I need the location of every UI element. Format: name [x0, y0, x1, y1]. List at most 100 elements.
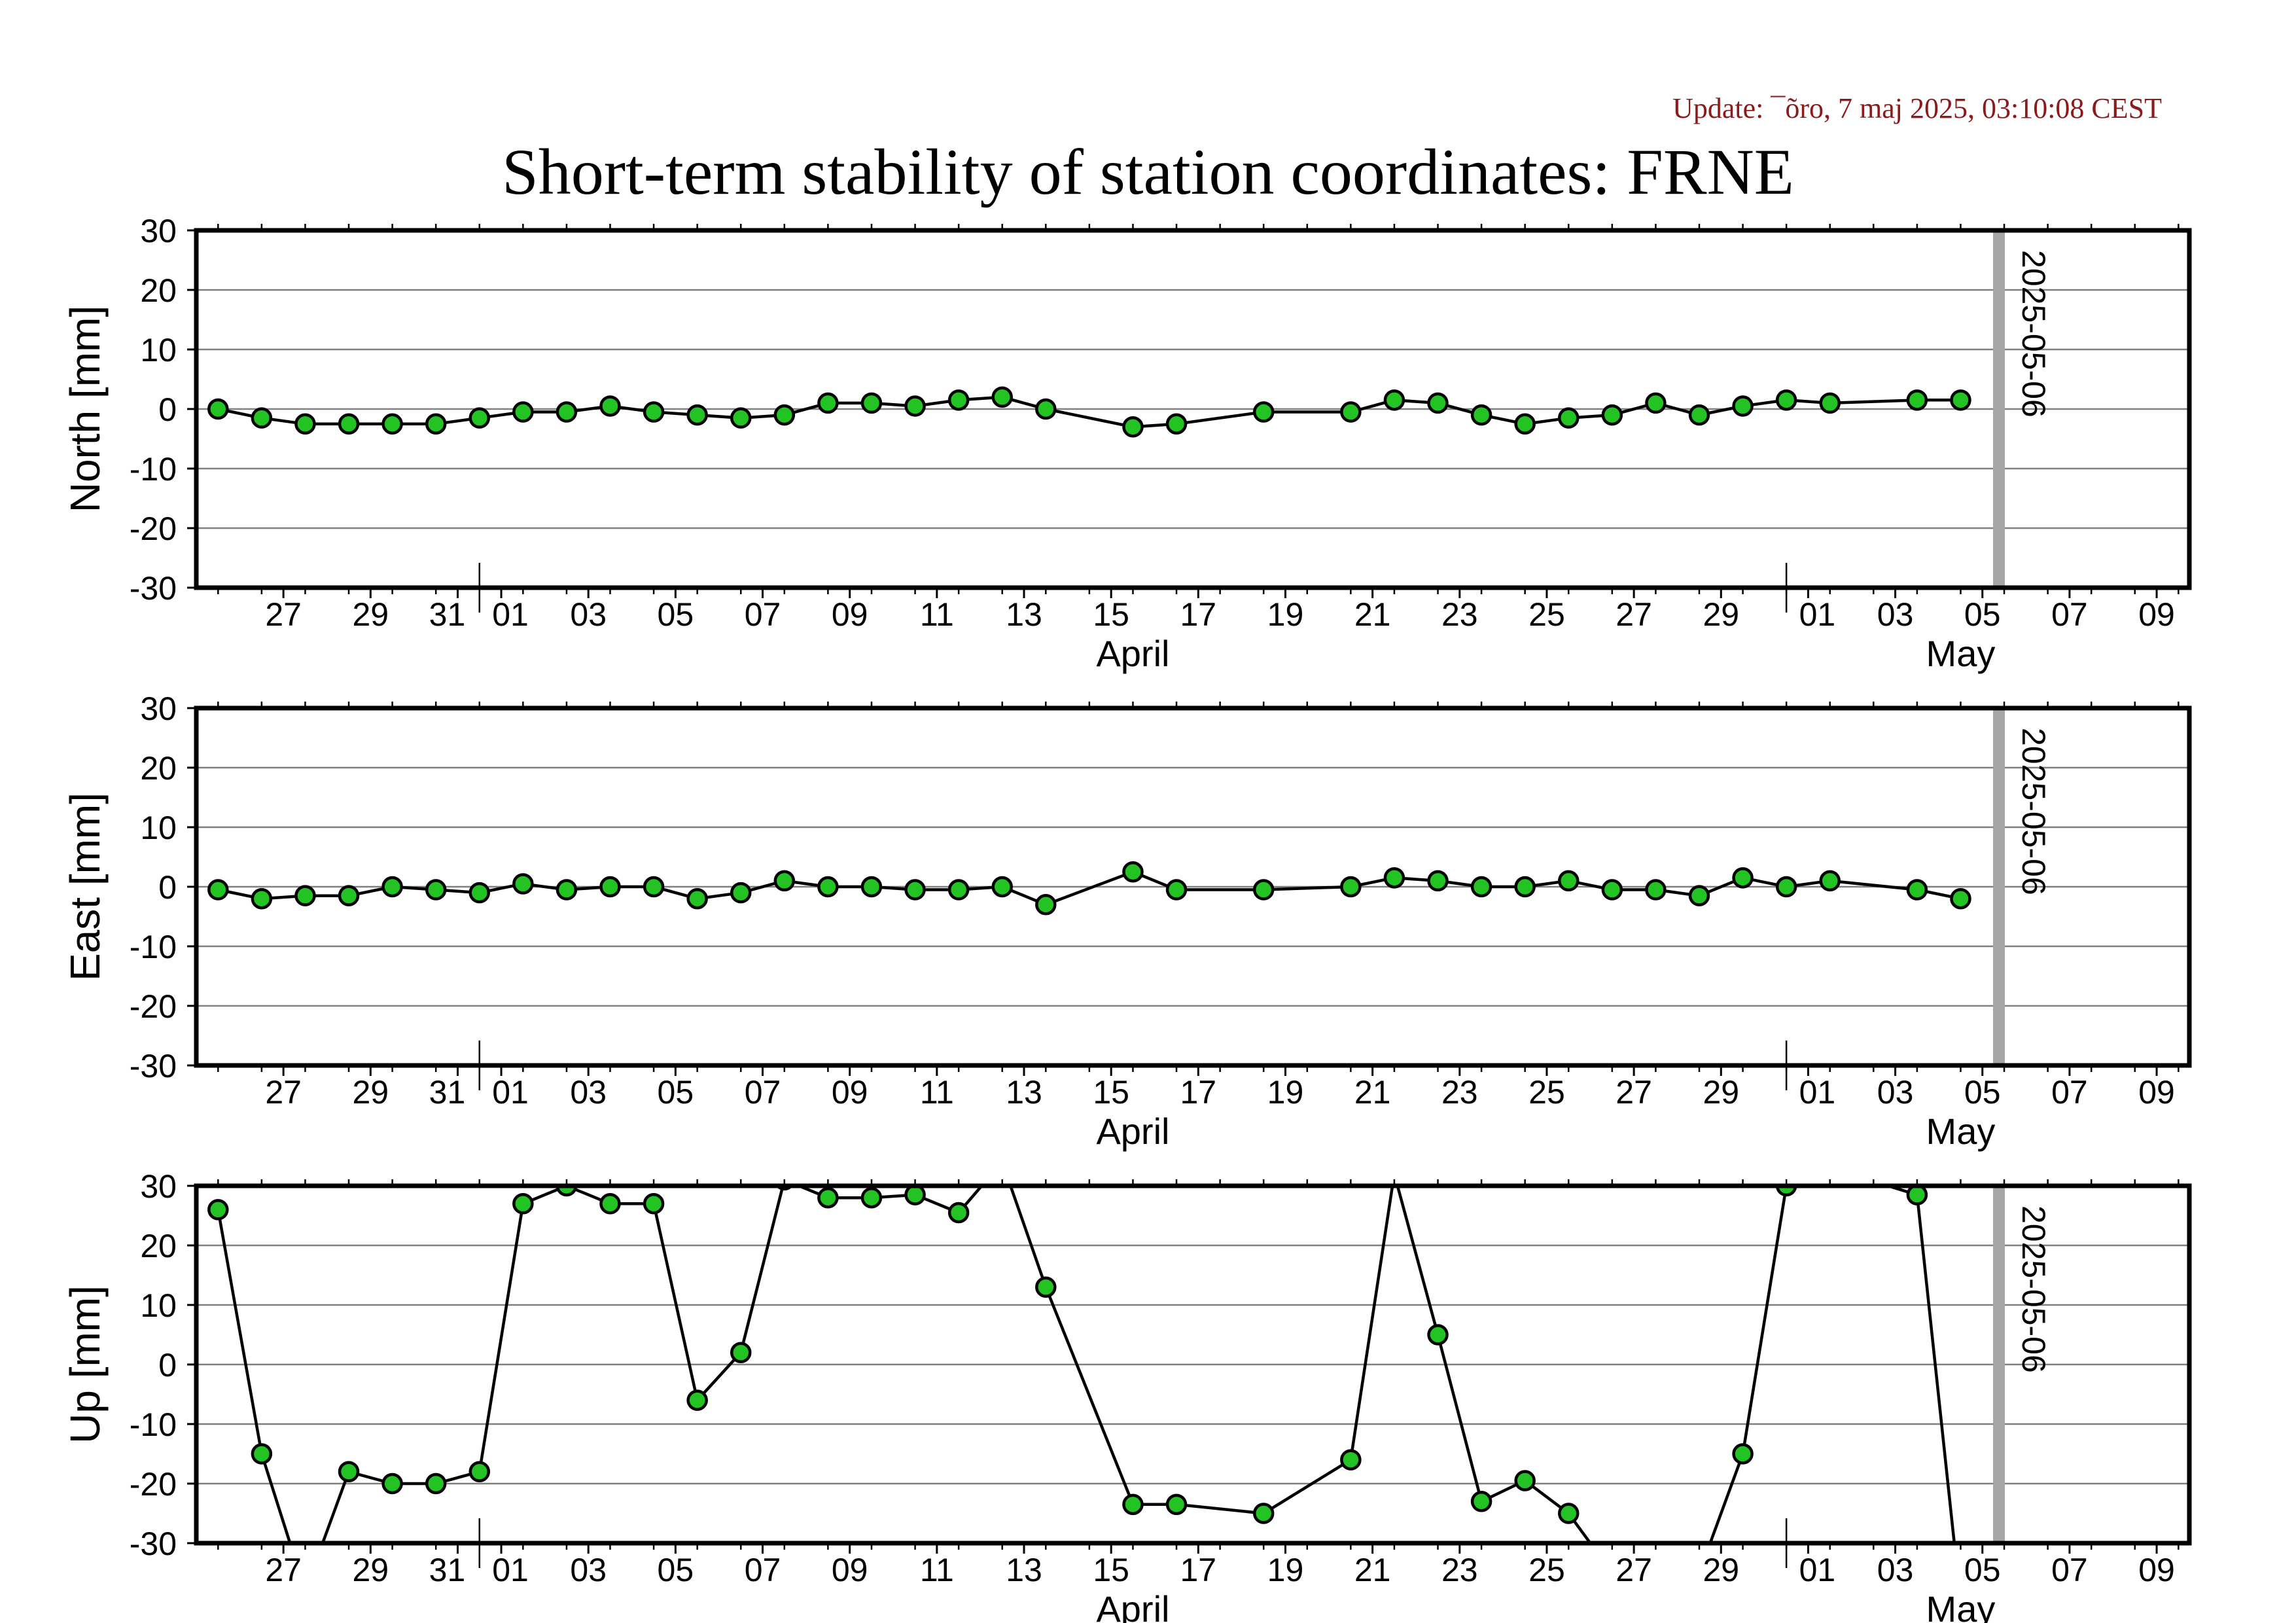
data-point: [817, 1186, 839, 1209]
y-tick-label: 0: [158, 391, 177, 428]
x-tick-label: 01: [1799, 1552, 1836, 1588]
data-point: [251, 887, 273, 910]
series-group: [207, 386, 1971, 438]
panel-frame: [194, 1183, 2192, 1546]
panel-frame: [194, 228, 2192, 590]
data-point: [1252, 879, 1275, 901]
panel-1: 30 20 10 0 -10 -20 -30 North [mm] 27 29 31 01 03 05 07…: [62, 213, 2192, 674]
data-point: [1383, 867, 1405, 889]
x-tick-label: 09: [832, 1552, 868, 1588]
epoch-label: 2025-05-06: [2015, 250, 2052, 418]
data-point: [599, 1193, 621, 1215]
data-point: [860, 876, 883, 898]
series-group: [207, 861, 1971, 916]
y-axis-label: East [mm]: [62, 793, 109, 981]
x-tick-label: 03: [570, 1552, 607, 1588]
x-tick-label: 29: [1703, 1552, 1739, 1588]
x-tick-label: 29: [1703, 1074, 1739, 1111]
x-tick-label: 11: [920, 1074, 954, 1111]
data-point: [1514, 413, 1536, 435]
x-tick-label: 03: [1877, 1074, 1914, 1111]
x-tick-label: 07: [2051, 596, 2088, 633]
data-point: [207, 1199, 229, 1221]
data-point: [1732, 395, 1754, 417]
data-point: [338, 413, 360, 435]
month-label: May: [1926, 1588, 1996, 1623]
x-tick-label: 25: [1528, 596, 1565, 633]
x-tick-label: 11: [920, 596, 954, 633]
data-point: [1122, 416, 1144, 438]
x-tick-label: 21: [1354, 596, 1391, 633]
data-point: [512, 873, 534, 895]
data-point: [817, 876, 839, 898]
data-point: [1340, 1449, 1362, 1471]
data-point: [381, 1472, 403, 1495]
data-point: [381, 413, 403, 435]
epoch-label: 2025-05-06: [2015, 728, 2052, 895]
x-tick-label: 31: [429, 1552, 466, 1588]
x-tick-label: 03: [570, 596, 607, 633]
x-tick-label: 15: [1093, 596, 1129, 633]
x-tick-label: 05: [1964, 1074, 2001, 1111]
data-point: [904, 879, 926, 901]
y-tick-label: 30: [140, 690, 177, 727]
data-point: [860, 392, 883, 414]
data-point: [1950, 389, 1971, 411]
data-point: [686, 404, 708, 426]
data-point: [556, 401, 578, 423]
data-point: [1470, 1491, 1492, 1512]
x-tick-label: 05: [658, 596, 694, 633]
data-point: [294, 885, 316, 906]
x-tick-label: 07: [745, 596, 781, 633]
x-tick-label: 27: [1616, 596, 1652, 633]
data-point: [1732, 867, 1754, 889]
data-point: [1165, 879, 1188, 901]
y-tick-label: 10: [140, 1287, 177, 1324]
y-tick-label: 30: [140, 1168, 177, 1205]
y-tick-label: -30: [130, 570, 177, 607]
x-tick-label: 09: [832, 1074, 868, 1111]
x-tick-label: 01: [492, 596, 529, 633]
month-label: April: [1096, 1111, 1169, 1152]
data-point: [643, 401, 665, 423]
data-point: [947, 389, 970, 411]
y-axis-label: Up [mm]: [62, 1285, 109, 1444]
data-point: [468, 407, 491, 429]
data-point: [381, 876, 403, 898]
x-tick-label: 29: [353, 596, 389, 633]
data-point: [1950, 887, 1971, 910]
x-tick-label: 01: [1799, 596, 1836, 633]
data-point: [338, 1461, 360, 1483]
x-tick-label: 13: [1006, 1074, 1042, 1111]
data-point: [512, 401, 534, 423]
month-label: May: [1926, 633, 1996, 674]
data-point: [947, 879, 970, 901]
x-tick-label: 03: [570, 1074, 607, 1111]
y-tick-label: -10: [130, 451, 177, 488]
data-point: [1165, 1493, 1188, 1516]
panel-frame: [194, 705, 2192, 1068]
y-tick-label: -30: [130, 1048, 177, 1084]
data-point: [1645, 879, 1667, 901]
data-point: [1906, 389, 1928, 411]
x-tick-label: 09: [832, 596, 868, 633]
x-tick-label: 19: [1267, 596, 1304, 633]
x-tick-label: 03: [1877, 596, 1914, 633]
x-tick-label: 29: [1703, 596, 1739, 633]
data-point: [773, 870, 796, 892]
x-tick-label: 19: [1267, 1074, 1304, 1111]
data-point: [1035, 398, 1057, 420]
data-point: [1122, 861, 1144, 883]
data-point: [1732, 1443, 1754, 1465]
data-point: [599, 395, 621, 417]
data-point: [251, 407, 273, 429]
data-point: [251, 1443, 273, 1465]
data-point: [991, 876, 1013, 898]
data-point: [1906, 1186, 1928, 1205]
data-point: [1427, 1324, 1449, 1346]
panel-3: 30 20 10 0 -10 -20 -30 Up [mm] 27 29 31 01 03 05 07 09 1…: [62, 1168, 2192, 1623]
y-axis-label: North [mm]: [62, 306, 109, 512]
x-tick-label: 03: [1877, 1552, 1914, 1588]
data-point: [643, 1193, 665, 1215]
